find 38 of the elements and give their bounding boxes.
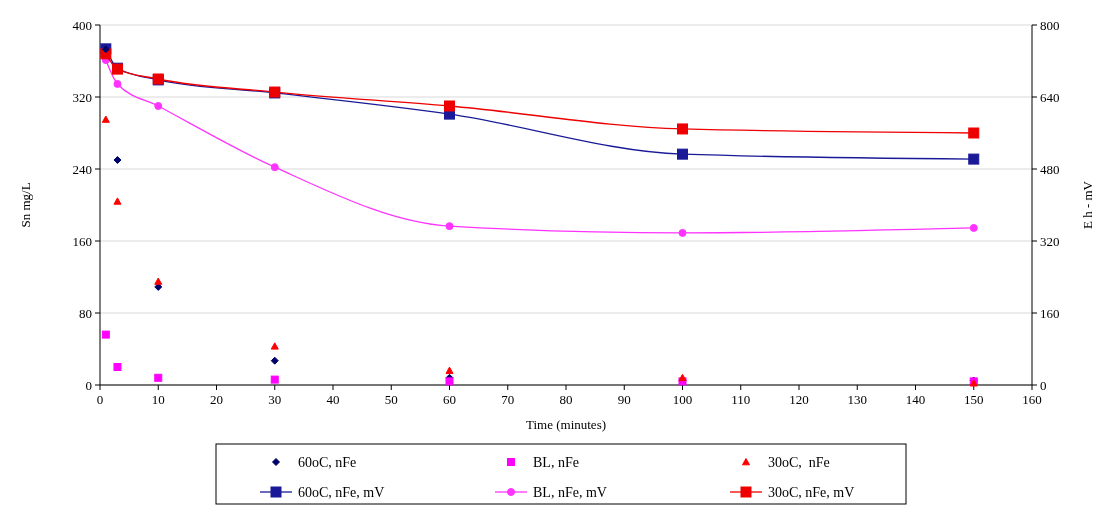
x-axis-title: Time (minutes): [525, 417, 607, 432]
x-tick-label: 150: [964, 392, 984, 407]
y2-tick-label: 0: [1040, 377, 1047, 393]
x-tick-label: 70: [501, 392, 515, 407]
legend-label: 60oC, nFe: [298, 455, 357, 470]
legend-label: 30oC, nFe: [768, 455, 830, 470]
x-tick-label: 100: [672, 392, 693, 407]
y-tick-label: 400: [72, 17, 92, 33]
y-tick-label: 240: [72, 161, 92, 177]
y2-tick-label: 160: [1040, 305, 1060, 321]
y-tick-label: 320: [72, 89, 92, 105]
x-tick-label: 0: [96, 392, 104, 407]
y2-tick-label: 800: [1040, 17, 1060, 33]
x-tick-label: 80: [559, 392, 573, 407]
x-tick-label: 20: [210, 392, 223, 407]
x-tick-label: 50: [384, 392, 398, 407]
x-tick-label: 40: [326, 392, 340, 407]
x-tick-label: 90: [617, 392, 631, 407]
legend-label: 30oC, nFe, mV: [768, 485, 855, 500]
y2-tick-label: 320: [1040, 233, 1060, 249]
legend-label: BL, nFe: [533, 455, 579, 470]
y-tick-label: 160: [72, 233, 92, 249]
x-tick-label: 140: [905, 392, 926, 407]
y-tick-label: 0: [85, 377, 92, 393]
x-tick-label: 30: [268, 392, 282, 407]
legend-label: BL, nFe, mV: [533, 485, 607, 500]
y-tick-label: 80: [79, 305, 92, 321]
y2-tick-label: 640: [1040, 89, 1060, 105]
x-tick-label: 120: [789, 392, 809, 407]
x-tick-label: 160: [1022, 392, 1042, 407]
x-tick-label: 110: [731, 392, 751, 407]
legend-label: 60oC, nFe, mV: [298, 485, 385, 500]
x-tick-label: 60: [443, 392, 456, 407]
x-tick-label: 130: [847, 392, 867, 407]
y-axis-title: Sn mg/L: [18, 182, 33, 228]
x-tick-label: 10: [151, 392, 165, 407]
y2-axis-title: E h - mV: [1080, 180, 1095, 230]
y2-tick-label: 480: [1040, 161, 1060, 177]
